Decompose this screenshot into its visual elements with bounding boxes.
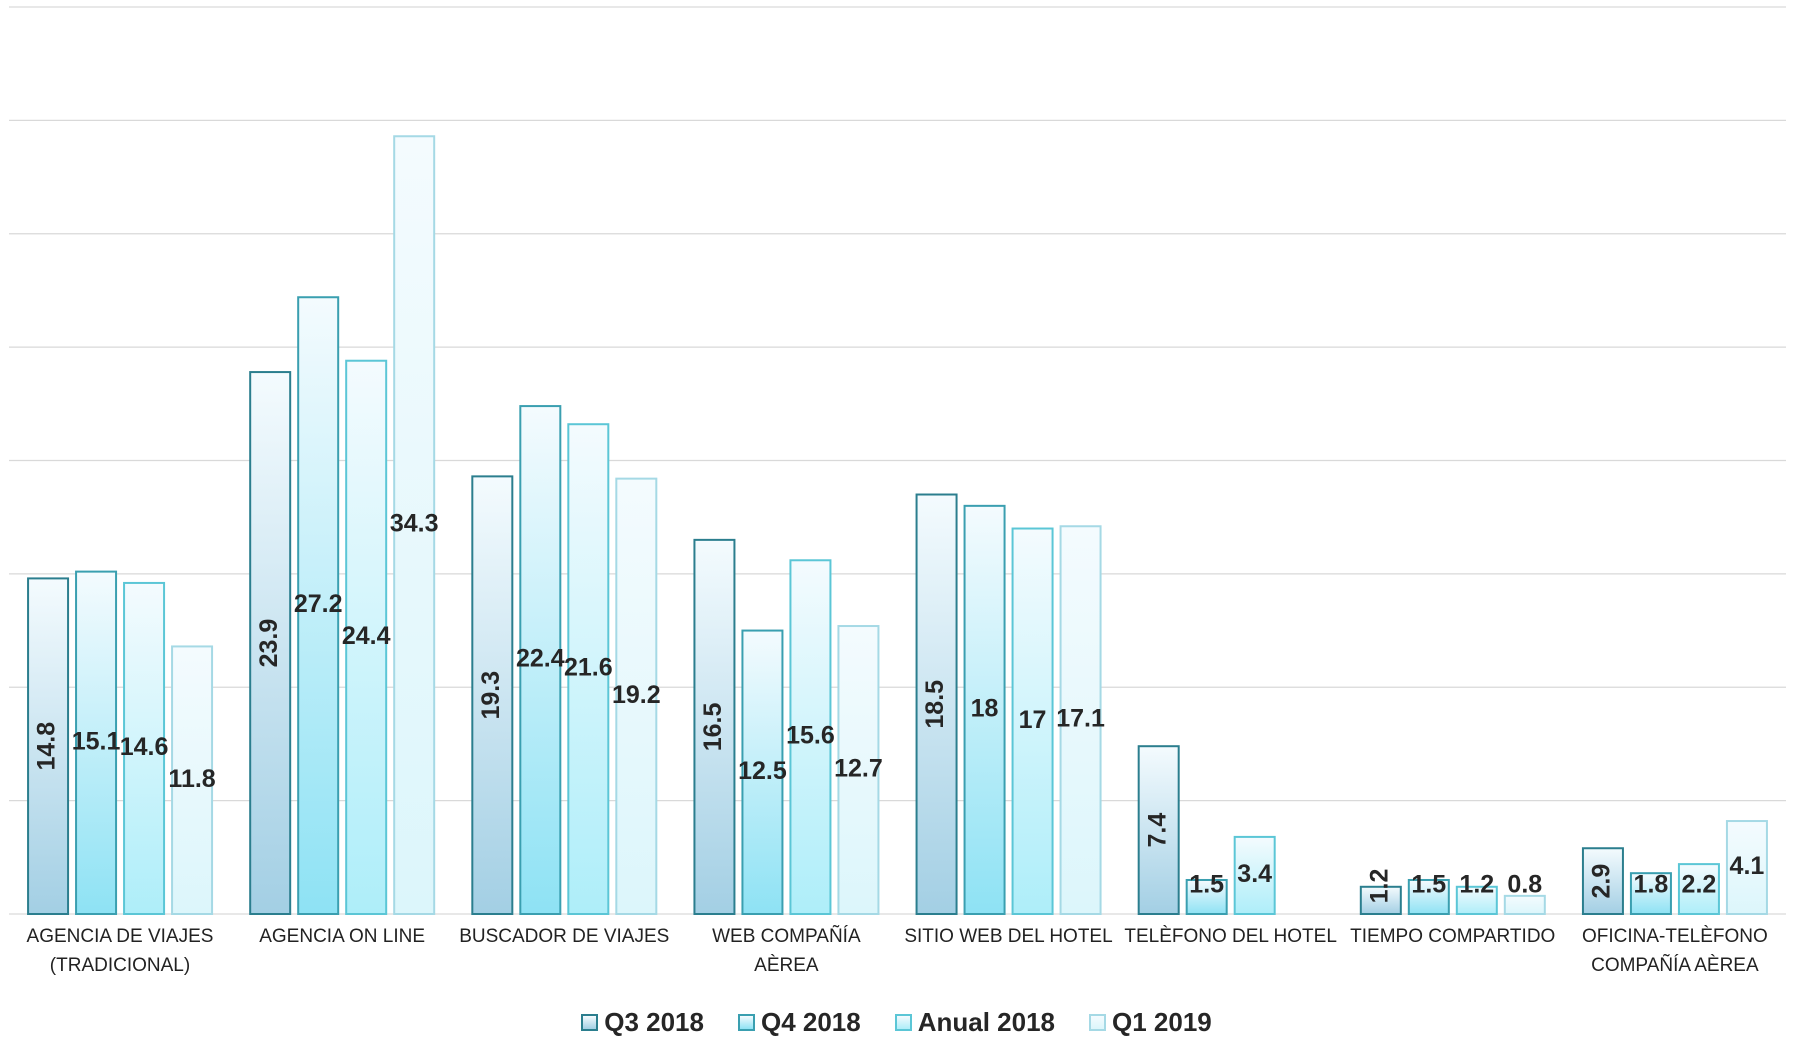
data-label: 15.1 <box>72 727 121 755</box>
data-label: 1.2 <box>1459 871 1494 899</box>
x-tick-label: WEB COMPAÑÍA AÈREA <box>712 926 861 976</box>
legend-swatch <box>894 1014 912 1031</box>
legend-item: Anual 2018 <box>894 1007 1056 1038</box>
legend-label: Q4 2018 <box>760 1007 861 1037</box>
bar <box>1581 847 1624 915</box>
x-tick-label: OFICINA-TELÈFONO COMPAÑÍA AÈREA <box>1581 926 1768 976</box>
bar <box>693 538 736 915</box>
data-label: 1.2 <box>1365 869 1393 904</box>
legend-item: Q4 2018 <box>737 1007 861 1038</box>
bar <box>1011 527 1054 916</box>
data-label: 3.4 <box>1237 860 1272 888</box>
data-label: 14.6 <box>120 733 169 761</box>
data-label: 17.1 <box>1056 705 1105 733</box>
bar <box>249 371 292 915</box>
data-label: 17 <box>1019 706 1047 734</box>
bar <box>1137 745 1180 916</box>
legend-item: Q1 2019 <box>1089 1007 1212 1038</box>
bar <box>1503 894 1546 915</box>
data-label: 2.9 <box>1588 864 1616 899</box>
x-tick-label: BUSCADOR DE VIAJES <box>459 926 670 947</box>
bar <box>1629 872 1672 915</box>
bar <box>297 296 340 915</box>
legend-swatch <box>581 1014 599 1031</box>
data-label: 15.6 <box>786 722 835 750</box>
x-tick-label: AGENCIA DE VIAJES (TRADICIONAL) <box>26 926 214 976</box>
bar <box>1407 878 1450 915</box>
legend-swatch <box>737 1014 755 1031</box>
data-label: 27.2 <box>294 590 343 618</box>
data-label: 23.9 <box>255 619 283 668</box>
data-label: 11.8 <box>168 765 215 793</box>
bar <box>27 577 70 915</box>
bar <box>345 359 388 916</box>
data-label: 12.5 <box>738 757 787 785</box>
data-label: 1.8 <box>1634 871 1669 899</box>
bar <box>123 581 166 915</box>
x-tick-label: AGENCIA ON LINE <box>259 926 426 947</box>
bar <box>1455 885 1498 915</box>
data-label: 21.6 <box>564 654 613 682</box>
bar <box>789 559 832 916</box>
data-label: 22.4 <box>516 645 565 673</box>
data-label: 34.3 <box>390 510 439 538</box>
bar <box>519 405 562 915</box>
legend-swatch <box>1089 1014 1107 1031</box>
bar <box>1359 885 1402 915</box>
bar <box>1059 525 1102 915</box>
x-tick-label: TELÈFONO DEL HOTEL <box>1124 926 1337 947</box>
legend-label: Q3 2018 <box>604 1007 704 1037</box>
data-label: 2.2 <box>1682 871 1717 899</box>
data-label: 1.5 <box>1411 871 1446 899</box>
bar <box>1185 878 1228 915</box>
bar <box>1677 863 1720 915</box>
data-label: 19.3 <box>477 671 505 720</box>
bar <box>393 135 436 915</box>
data-label: 24.4 <box>342 622 391 650</box>
data-label: 1.5 <box>1189 871 1224 899</box>
bar <box>75 570 118 915</box>
bar <box>471 475 514 915</box>
legend: Q3 2018 Q4 2018 Anual 2018 Q1 2019 <box>0 1007 1793 1038</box>
data-label: 14.8 <box>33 722 61 771</box>
data-label: 18.5 <box>921 680 949 729</box>
legend-label: Anual 2018 <box>917 1007 1056 1037</box>
legend-item: Q3 2018 <box>581 1007 704 1038</box>
bar <box>1233 835 1276 916</box>
bar <box>915 493 958 915</box>
bar <box>567 423 610 915</box>
bar <box>837 625 880 916</box>
bar <box>1725 820 1768 915</box>
data-label: 7.4 <box>1143 813 1171 848</box>
data-label: 4.1 <box>1730 852 1765 880</box>
bar <box>615 477 658 915</box>
bar <box>963 504 1006 915</box>
x-tick-label: SITIO WEB DEL HOTEL <box>904 926 1113 947</box>
legend-label: Q1 2019 <box>1112 1007 1212 1037</box>
data-label: 16.5 <box>699 703 727 752</box>
data-label: 19.2 <box>612 681 661 709</box>
data-label: 18 <box>971 695 999 723</box>
bar <box>171 645 214 915</box>
x-tick-label: TIEMPO COMPARTIDO <box>1350 926 1556 947</box>
bar <box>741 629 784 915</box>
data-label: 12.7 <box>834 755 883 783</box>
data-label: 0.8 <box>1507 871 1542 899</box>
